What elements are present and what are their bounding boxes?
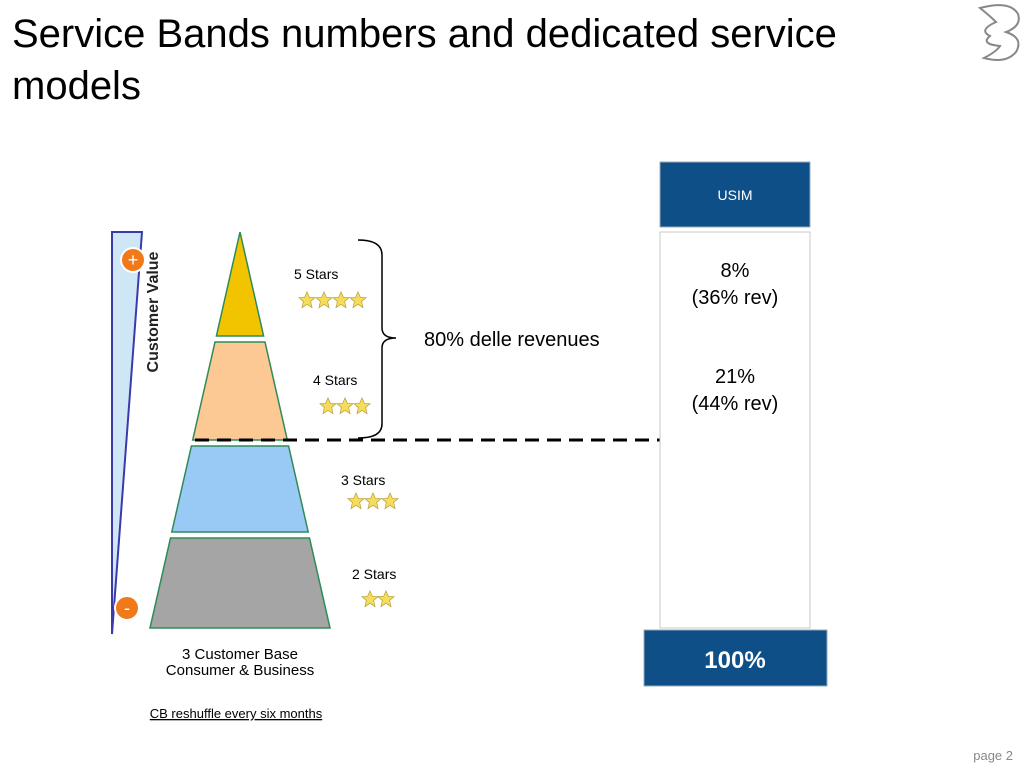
band-label: 2 Stars: [352, 566, 396, 582]
axis-label: Customer Value: [145, 251, 162, 372]
band-5-stars: [215, 231, 265, 337]
brace: [357, 239, 397, 439]
usim-total: [643, 629, 828, 687]
logo: [977, 4, 1020, 61]
minus-sign: -: [124, 598, 130, 618]
band-3-stars: [170, 445, 310, 533]
band-label: 4 Stars: [313, 372, 357, 388]
band-label: 5 Stars: [294, 266, 338, 282]
plus-sign: +: [128, 250, 139, 270]
usim-value: 8%: [721, 260, 750, 282]
slide-title: Service Bands numbers and dedicated serv…: [12, 12, 837, 108]
plus-badge: [120, 247, 146, 273]
usim-header-text: USIM: [718, 187, 753, 203]
usim-header: [659, 161, 811, 228]
usim-value: (44% rev): [692, 393, 779, 415]
band-2-stars: [149, 537, 331, 629]
base-label: Consumer & Business: [166, 662, 314, 679]
value-wedge: [111, 231, 144, 635]
usim-value: 21%: [715, 366, 755, 388]
base-label: 3 Customer Base: [182, 646, 298, 663]
band-4-stars: [191, 341, 289, 441]
note: CB reshuffle every six months: [150, 706, 323, 721]
usim-total-text: 100%: [704, 647, 765, 674]
minus-badge: [114, 595, 140, 621]
brace-label: 80% delle revenues: [424, 329, 600, 351]
band-label: 3 Stars: [341, 472, 385, 488]
usim-box: [659, 231, 811, 629]
usim-value: (36% rev): [692, 287, 779, 309]
page-number: page 2: [973, 748, 1013, 763]
